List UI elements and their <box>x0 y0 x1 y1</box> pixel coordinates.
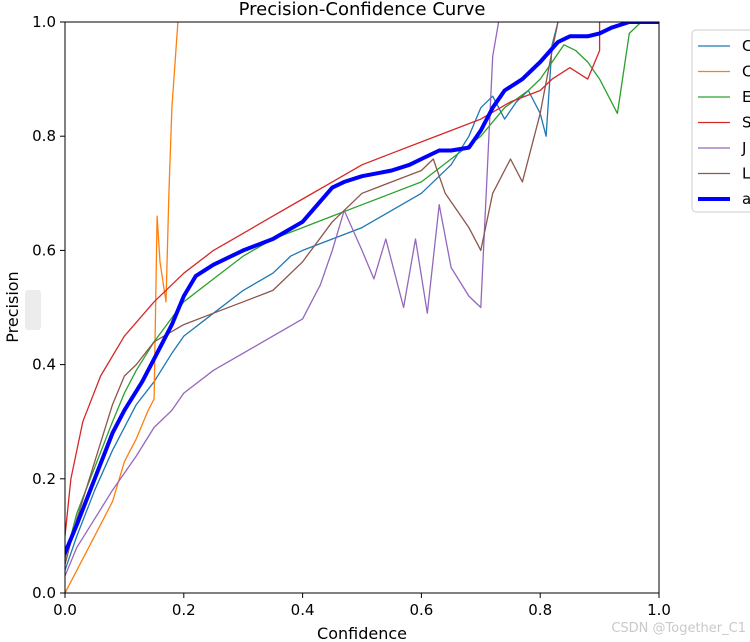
y-tick-label: 1.0 <box>32 13 56 31</box>
x-tick-label: 1.0 <box>647 601 671 619</box>
series-line-1 <box>65 22 179 593</box>
legend-entry: E <box>742 88 750 106</box>
x-tick-label: 0.6 <box>409 601 433 619</box>
y-tick-label: 0.8 <box>32 127 56 145</box>
series-line-2 <box>65 22 659 560</box>
y-tick-label: 0.0 <box>32 584 56 602</box>
y-tick-label: 0.4 <box>32 356 56 374</box>
chart-title: Precision-Confidence Curve <box>239 0 486 20</box>
y-tick-label: 0.6 <box>32 241 56 259</box>
x-tick-label: 0.0 <box>53 601 77 619</box>
legend-entry: L <box>742 165 750 183</box>
y-axis-ticks: 0.0 0.2 0.4 0.6 0.8 1.0 <box>32 13 65 602</box>
series-line-5 <box>65 22 559 566</box>
legend-entry: J <box>741 139 746 157</box>
legend-entry: C <box>742 63 750 81</box>
x-tick-label: 0.4 <box>291 601 315 619</box>
plot-area <box>65 22 659 593</box>
y-axis-label: Precision <box>3 271 22 342</box>
legend-entry: C <box>742 37 750 55</box>
watermark: CSDN @Together_C1 <box>611 621 746 636</box>
side-badge <box>25 290 41 330</box>
series-line-4 <box>65 22 500 577</box>
legend-entry: a <box>742 190 750 208</box>
x-tick-label: 0.2 <box>172 601 196 619</box>
x-axis-ticks: 0.0 0.2 0.4 0.6 0.8 1.0 <box>53 593 671 619</box>
series-line-6 <box>65 22 659 555</box>
legend-entry: S <box>742 114 750 132</box>
legend-box <box>691 29 750 213</box>
series-line-0 <box>65 22 559 571</box>
x-axis-label: Confidence <box>317 624 407 642</box>
series-line-3 <box>65 22 601 537</box>
plot-frame <box>64 21 660 594</box>
y-tick-label: 0.2 <box>32 470 56 488</box>
x-tick-label: 0.8 <box>528 601 552 619</box>
